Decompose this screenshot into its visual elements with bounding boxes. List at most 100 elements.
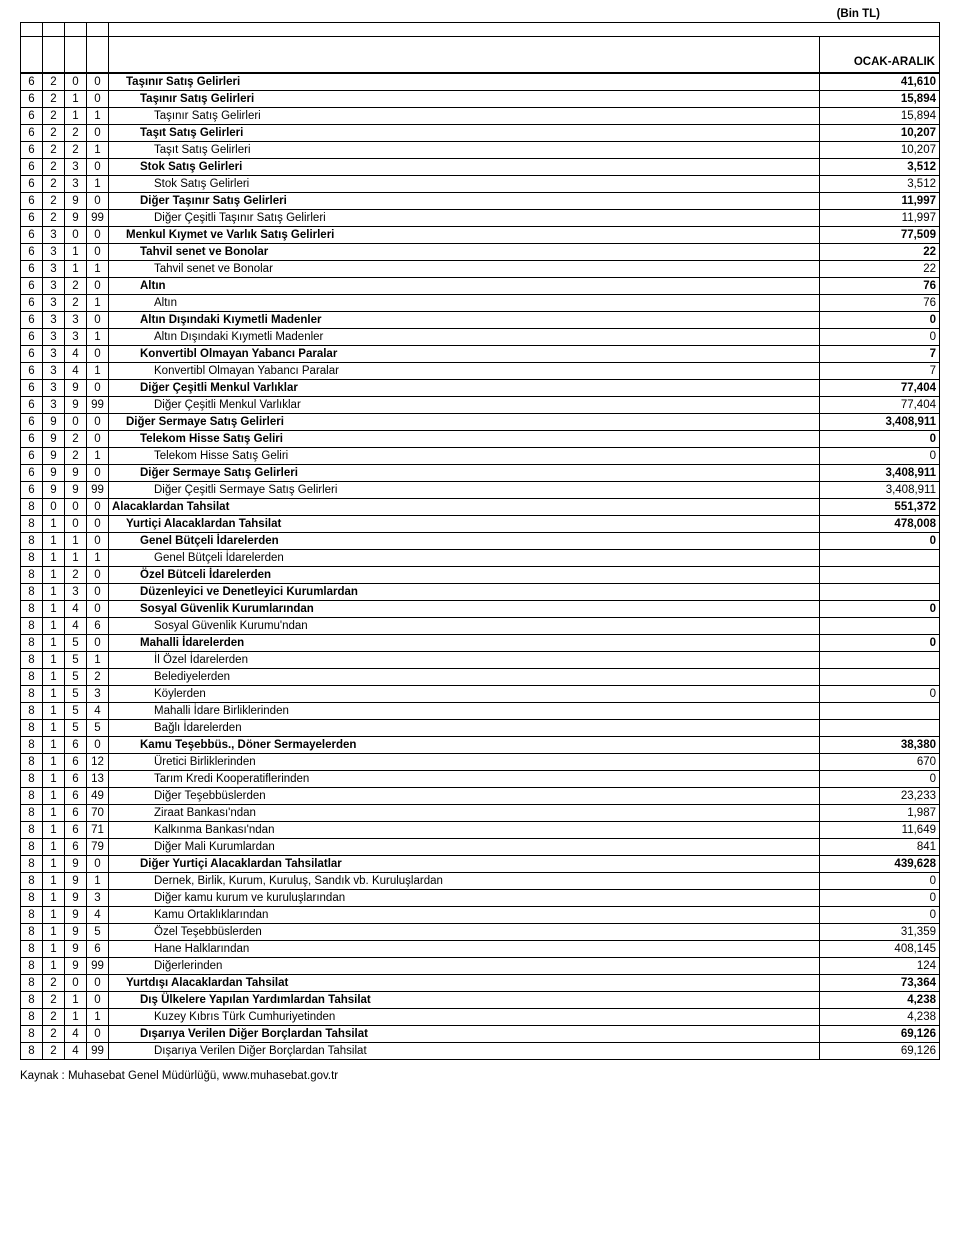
code-cell: 6 — [21, 210, 43, 227]
value-cell: 11,997 — [820, 193, 940, 210]
code-cell: 6 — [65, 771, 87, 788]
code-cell: 6 — [21, 261, 43, 278]
code-cell: 5 — [65, 686, 87, 703]
code-cell: 0 — [65, 499, 87, 516]
code-cell: 9 — [65, 397, 87, 414]
code-cell: 0 — [65, 227, 87, 244]
code-cell: 4 — [65, 1026, 87, 1043]
code-cell: 9 — [43, 448, 65, 465]
code-cell: 3 — [87, 890, 109, 907]
value-cell: 76 — [820, 278, 940, 295]
code-cell: 0 — [43, 499, 65, 516]
label-cell: Alacaklardan Tahsilat — [109, 499, 820, 516]
code-cell: 49 — [87, 788, 109, 805]
value-cell: 11,997 — [820, 210, 940, 227]
value-cell — [820, 567, 940, 584]
value-cell: 10,207 — [820, 142, 940, 159]
value-cell: 15,894 — [820, 108, 940, 125]
code-cell: 8 — [21, 533, 43, 550]
label-cell: Diğer Çeşitli Taşınır Satış Gelirleri — [109, 210, 820, 227]
value-cell — [820, 584, 940, 601]
code-cell: 8 — [21, 975, 43, 992]
code-cell: 1 — [43, 618, 65, 635]
value-cell: 0 — [820, 890, 940, 907]
value-cell: 0 — [820, 873, 940, 890]
code-cell: 8 — [21, 805, 43, 822]
table-row: 6990Diğer Sermaye Satış Gelirleri3,408,9… — [21, 465, 940, 482]
code-cell: 0 — [87, 584, 109, 601]
code-cell: 9 — [65, 890, 87, 907]
code-cell: 6 — [21, 465, 43, 482]
code-cell: 2 — [65, 295, 87, 312]
label-cell: Stok Satış Gelirleri — [109, 159, 820, 176]
code-cell: 6 — [21, 74, 43, 91]
code-cell: 0 — [65, 74, 87, 91]
code-cell: 4 — [65, 363, 87, 380]
code-cell: 0 — [87, 856, 109, 873]
label-cell: Diğer Çeşitli Menkul Varlıklar — [109, 397, 820, 414]
value-cell: 670 — [820, 754, 940, 771]
code-cell: 9 — [65, 924, 87, 941]
value-cell: 77,509 — [820, 227, 940, 244]
label-cell: İl Özel İdarelerden — [109, 652, 820, 669]
value-cell: 1,987 — [820, 805, 940, 822]
label-cell: Menkul Kıymet ve Varlık Satış Gelirleri — [109, 227, 820, 244]
table-row: 8100Yurtiçi Alacaklardan Tahsilat478,008 — [21, 516, 940, 533]
code-cell: 1 — [43, 822, 65, 839]
value-cell: 0 — [820, 448, 940, 465]
value-cell — [820, 550, 940, 567]
value-cell: 7 — [820, 363, 940, 380]
code-cell: 1 — [43, 805, 65, 822]
code-cell: 1 — [43, 839, 65, 856]
table-row: 6210Taşınır Satış Gelirleri15,894 — [21, 91, 940, 108]
label-cell: Diğer Teşebbüslerden — [109, 788, 820, 805]
table-row: 8211Kuzey Kıbrıs Türk Cumhuriyetinden4,2… — [21, 1009, 940, 1026]
label-cell: Stok Satış Gelirleri — [109, 176, 820, 193]
code-cell: 0 — [87, 635, 109, 652]
code-cell: 6 — [21, 193, 43, 210]
label-cell: Kamu Teşebbüs., Döner Sermayelerden — [109, 737, 820, 754]
code-cell: 0 — [87, 1026, 109, 1043]
code-cell: 8 — [21, 958, 43, 975]
code-cell: 1 — [87, 1009, 109, 1026]
code-cell: 1 — [43, 533, 65, 550]
table-row: 6200Taşınır Satış Gelirleri41,610 — [21, 74, 940, 91]
label-cell: Taşıt Satış Gelirleri — [109, 142, 820, 159]
code-cell: 4 — [65, 346, 87, 363]
table-row: 81649Diğer Teşebbüslerden23,233 — [21, 788, 940, 805]
code-cell: 5 — [87, 924, 109, 941]
label-cell: Mahalli İdarelerden — [109, 635, 820, 652]
code-cell: 3 — [43, 346, 65, 363]
code-cell: 0 — [87, 992, 109, 1009]
code-cell: 3 — [43, 397, 65, 414]
table-row: 6231Stok Satış Gelirleri3,512 — [21, 176, 940, 193]
code-cell: 8 — [21, 1026, 43, 1043]
code-cell: 9 — [65, 482, 87, 499]
code-cell: 5 — [65, 669, 87, 686]
code-cell: 1 — [65, 244, 87, 261]
code-cell: 8 — [21, 822, 43, 839]
code-cell: 1 — [43, 941, 65, 958]
table-row: 8190Diğer Yurtiçi Alacaklardan Tahsilatl… — [21, 856, 940, 873]
code-cell: 70 — [87, 805, 109, 822]
value-cell: 38,380 — [820, 737, 940, 754]
code-cell: 8 — [21, 516, 43, 533]
value-cell: 15,894 — [820, 91, 940, 108]
table-row: 8152Belediyelerden — [21, 669, 940, 686]
code-cell: 1 — [43, 720, 65, 737]
value-cell: 76 — [820, 295, 940, 312]
code-cell: 2 — [43, 176, 65, 193]
code-cell: 3 — [65, 329, 87, 346]
table-row: 8154Mahalli İdare Birliklerinden — [21, 703, 940, 720]
table-row: 8153Köylerden0 — [21, 686, 940, 703]
code-cell: 4 — [65, 618, 87, 635]
code-cell: 1 — [87, 550, 109, 567]
table-row: 8150Mahalli İdarelerden0 — [21, 635, 940, 652]
code-cell: 2 — [43, 91, 65, 108]
label-cell: Kalkınma Bankası'ndan — [109, 822, 820, 839]
code-cell: 1 — [65, 91, 87, 108]
code-cell: 2 — [43, 193, 65, 210]
value-cell: 41,610 — [820, 74, 940, 91]
code-cell: 6 — [21, 363, 43, 380]
code-cell: 1 — [87, 329, 109, 346]
